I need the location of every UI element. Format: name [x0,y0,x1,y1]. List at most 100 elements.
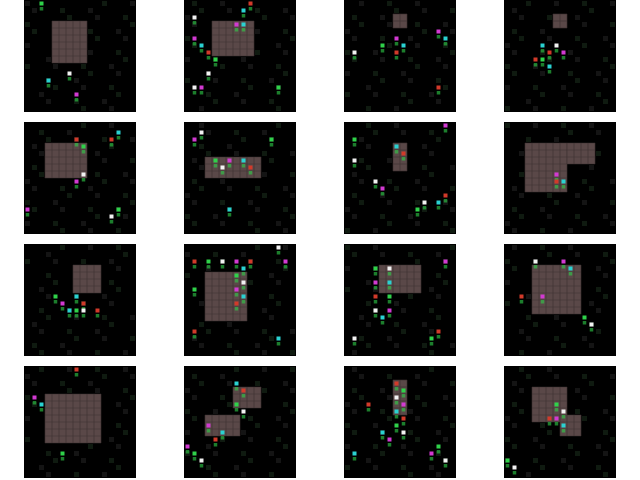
speck-glow [401,394,406,398]
noise-cell [505,259,510,264]
noise-cell [262,367,267,372]
speck-glow [53,300,58,304]
noise-cell [450,186,455,191]
noise-cell [540,423,545,428]
noise-cell [429,151,434,156]
noise-cell [67,329,72,334]
color-speck [401,416,406,421]
noise-cell [387,416,392,421]
color-speck [443,259,448,264]
noise-cell [596,444,601,449]
color-speck [74,92,79,97]
color-speck [415,207,420,212]
noise-cell [255,228,260,233]
noise-cell [359,137,364,142]
speck-glow [206,56,211,60]
sample-image [504,0,616,112]
speck-glow [185,450,190,454]
noise-cell [25,43,30,48]
noise-cell [596,151,601,156]
noise-cell [81,64,86,69]
noise-cell [213,472,218,477]
noise-cell [283,29,288,34]
noise-cell [234,130,239,135]
noise-cell [345,245,350,250]
speck-glow [436,91,441,95]
color-speck [568,266,573,271]
speck-glow [394,387,399,391]
noise-cell [206,92,211,97]
noise-cell [443,280,448,285]
color-speck [387,437,392,442]
noise-cell [610,221,615,226]
noise-cell [32,381,37,386]
noise-cell [380,36,385,41]
noise-cell [394,106,399,111]
sample-tile [344,0,456,112]
noise-cell [547,36,552,41]
noise-cell [39,465,44,470]
noise-cell [547,430,552,435]
sample-image [344,366,456,478]
noise-cell [575,388,580,393]
noise-cell [81,85,86,90]
noise-cell [60,343,65,348]
noise-cell [408,409,413,414]
noise-cell [255,8,260,13]
noise-cell [575,193,580,198]
speck-glow [74,300,79,304]
speck-glow [394,429,399,433]
speck-glow [213,164,218,168]
color-speck [74,137,79,142]
sample-tile [184,0,296,112]
noise-cell [401,465,406,470]
sample-tile [24,244,136,356]
noise-cell [561,85,566,90]
noise-cell [227,343,232,348]
color-speck [227,158,232,163]
noise-cell [95,214,100,219]
noise-cell [345,465,350,470]
speck-glow [67,314,72,318]
noise-cell [109,123,114,128]
speck-glow [436,206,441,210]
noise-cell [575,214,580,219]
noise-cell [575,451,580,456]
speck-glow [220,265,225,269]
noise-cell [575,252,580,257]
speck-glow [199,91,204,95]
noise-cell [345,228,350,233]
color-speck [394,50,399,55]
noise-cell [387,179,392,184]
speck-glow [394,415,399,419]
noise-cell [199,123,204,128]
noise-cell [429,130,434,135]
sample-tile [344,122,456,234]
noise-cell [422,29,427,34]
sample-image [184,366,296,478]
color-speck [220,430,225,435]
noise-cell [366,301,371,306]
speck-glow [561,265,566,269]
noise-cell [25,437,30,442]
noise-cell [533,458,538,463]
noise-cell [540,465,545,470]
noise-cell [290,36,295,41]
color-speck [366,402,371,407]
speck-glow [352,457,357,461]
color-speck [519,294,524,299]
noise-cell [130,395,135,400]
speck-glow [95,314,100,318]
noise-cell [436,294,441,299]
noise-cell [373,50,378,55]
noise-cell [422,381,427,386]
noise-cell [610,416,615,421]
noise-cell [373,444,378,449]
color-speck [241,8,246,13]
noise-cell [429,92,434,97]
color-speck [199,85,204,90]
noise-cell [373,92,378,97]
noise-cell [401,92,406,97]
noise-cell [88,29,93,34]
